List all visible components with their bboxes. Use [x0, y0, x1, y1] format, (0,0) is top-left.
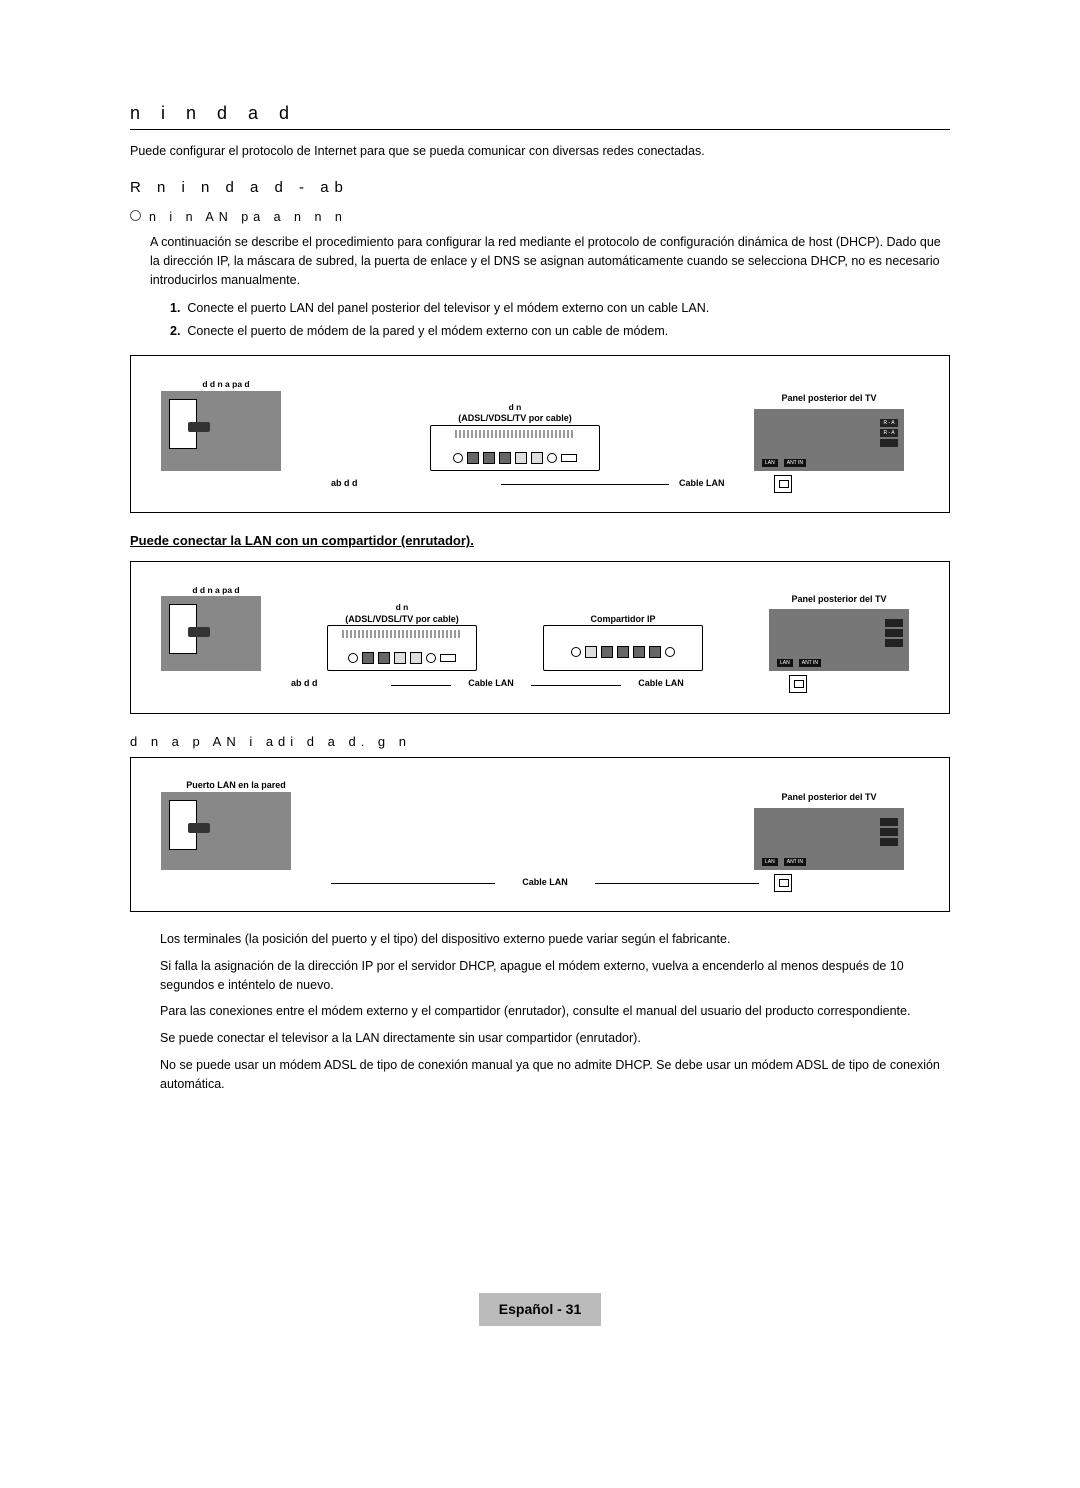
note-5: No se puede usar un módem ADSL de tipo d… — [160, 1056, 950, 1094]
d1-modem-label2: (ADSL/VDSL/TV por cable) — [301, 413, 729, 424]
d2-cable1: ab d d — [291, 677, 391, 691]
d3-wall-label: Puerto LAN en la pared — [161, 780, 311, 791]
router-heading: Puede conectar la LAN con un compartidor… — [130, 531, 950, 551]
diagram-router: d d n a pa d d n (ADSL/VDSL/TV por cable… — [130, 561, 950, 714]
d1-modem-label1: d n — [301, 401, 729, 414]
d3-wall-outlet — [161, 792, 291, 870]
d1-cable2: Cable LAN — [679, 477, 769, 491]
d1-wall-label: d d n a pa d — [161, 378, 291, 391]
d3-tv-label: Panel posterior del TV — [739, 792, 919, 803]
d2-router-label: Compartidor IP — [533, 614, 713, 625]
d1-tv-label: Panel posterior del TV — [739, 393, 919, 404]
tv-panel-icon: LANANT IN — [769, 609, 909, 671]
d2-modem-label1: d n — [317, 601, 487, 614]
subsection-title: R n i n d a d - ab — [130, 177, 950, 200]
steps-list: 1. Conecte el puerto LAN del panel poste… — [170, 299, 950, 341]
note-1: Los terminales (la posición del puerto y… — [160, 930, 950, 949]
d2-modem-label2: (ADSL/VDSL/TV por cable) — [317, 614, 487, 625]
lan-port-icon — [774, 475, 792, 493]
modem-icon — [430, 425, 600, 471]
note-2: Si falla la asignación de la dirección I… — [160, 957, 950, 995]
intro-text: Puede configurar el protocolo de Interne… — [130, 142, 950, 161]
tv-panel-icon: LANANT IN — [754, 808, 904, 870]
lan-port-icon — [774, 874, 792, 892]
step-2: 2. Conecte el puerto de módem de la pare… — [170, 322, 950, 341]
d2-cable3: Cable LAN — [621, 677, 701, 691]
step-1: 1. Conecte el puerto LAN del panel poste… — [170, 299, 950, 318]
d1-wall-outlet — [161, 391, 281, 471]
d2-tv-label: Panel posterior del TV — [759, 594, 919, 605]
section-title: n i n d a d — [130, 100, 950, 130]
notes-block: Los terminales (la posición del puerto y… — [160, 930, 950, 1093]
diagram-direct-lan: Puerto LAN en la pared Panel posterior d… — [130, 757, 950, 912]
lan-port-icon — [789, 675, 807, 693]
d2-wall-outlet — [161, 596, 261, 671]
tv-panel-icon: R - AR - A LANANT IN — [754, 409, 904, 471]
diagram-modem-direct: d d n a pa d d n (ADSL/VDSL/TV por cable… — [130, 355, 950, 513]
footer-label: Español - 31 — [479, 1293, 601, 1326]
config-bullet: n i n AN pa a n n n — [130, 207, 950, 227]
keywords-line: d n a p AN i adi d a d. g n — [130, 732, 950, 752]
router-icon — [543, 625, 703, 671]
d3-cable: Cable LAN — [495, 876, 595, 890]
note-3: Para las conexiones entre el módem exter… — [160, 1002, 950, 1021]
d2-wall-label: d d n a pa d — [161, 584, 271, 597]
wall-plate-icon — [169, 604, 197, 654]
page-footer: Español - 31 — [130, 1293, 950, 1326]
dhcp-paragraph: A continuación se describe el procedimie… — [150, 233, 950, 289]
bullet-text: n i n AN pa a n n n — [149, 208, 347, 227]
d2-cable2: Cable LAN — [451, 677, 531, 691]
note-4: Se puede conectar el televisor a la LAN … — [160, 1029, 950, 1048]
wall-plate-icon — [169, 800, 197, 850]
d1-cable1: ab d d — [331, 477, 491, 491]
bullet-circle-icon — [130, 210, 141, 221]
wall-plate-icon — [169, 399, 197, 449]
modem-icon — [327, 625, 477, 671]
